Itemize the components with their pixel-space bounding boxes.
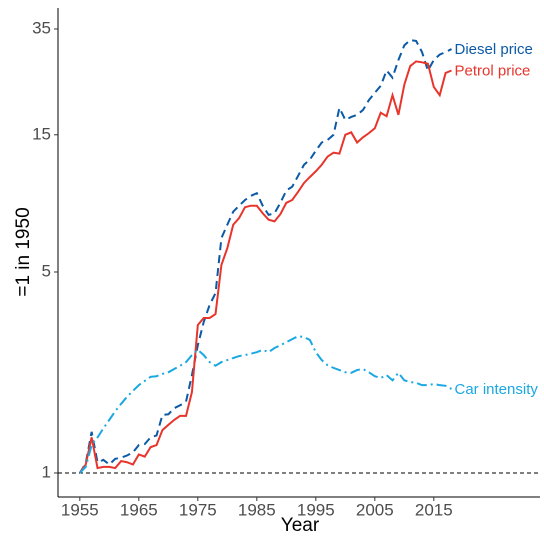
series-label: Diesel price <box>455 41 533 58</box>
y-tick-label: 35 <box>32 18 51 37</box>
x-tick-label: 2015 <box>415 500 453 519</box>
x-tick-label: 2005 <box>356 500 394 519</box>
x-tick-label: 1975 <box>179 500 217 519</box>
series-line <box>79 60 452 474</box>
series-label: Petrol price <box>455 62 531 79</box>
y-tick-label: 15 <box>32 124 51 143</box>
y-axis-label: =1 in 1950 <box>13 207 34 296</box>
y-tick-label: 1 <box>42 462 51 481</box>
series-label: Car intensity <box>455 381 539 398</box>
x-axis-label: Year <box>281 515 320 536</box>
x-tick-label: 1995 <box>297 500 335 519</box>
x-tick-label: 1965 <box>120 500 158 519</box>
y-tick-label: 5 <box>42 261 51 280</box>
series-line <box>78 39 452 474</box>
x-tick-label: 1955 <box>61 500 99 519</box>
x-tick-label: 1985 <box>238 500 276 519</box>
series-line <box>79 335 452 474</box>
